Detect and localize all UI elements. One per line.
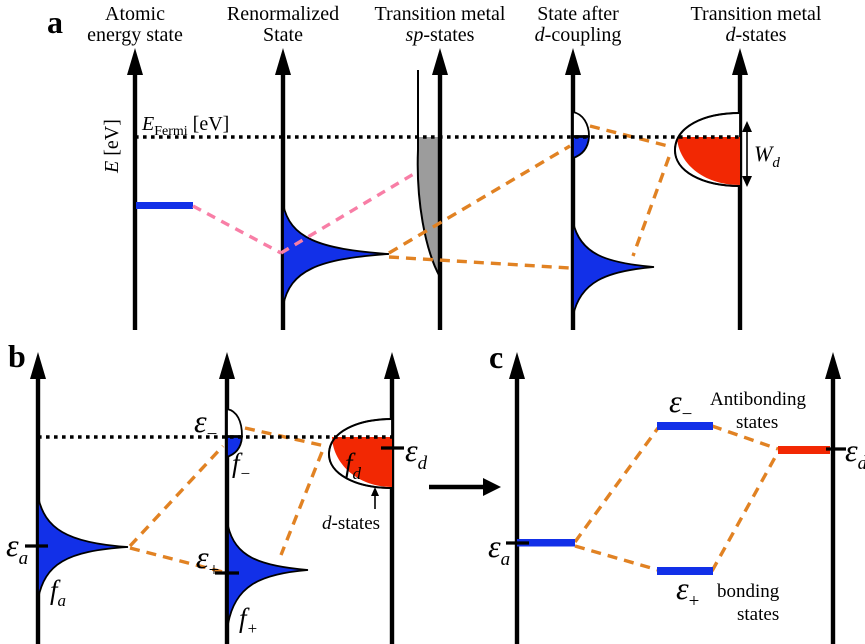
panel-b-axes (30, 352, 400, 644)
eps-a-label-b: εa (6, 527, 28, 569)
panel-c-label: c (489, 339, 503, 375)
renormalized-dos-peak (282, 203, 390, 307)
coupling-line-bonding-to-epsd-c (710, 451, 780, 572)
bonding-dos-peak (572, 221, 655, 317)
axis-d-states-arrowhead (732, 48, 748, 75)
antibonding-level-bar-c (657, 422, 713, 430)
d-band-outline (673, 112, 741, 187)
d-band-filled-b (332, 437, 392, 487)
eps-d-level-bar-c (778, 446, 830, 454)
axis-b-metal-arrowhead (384, 352, 400, 379)
f-minus-label: f− (232, 448, 251, 483)
d-band-width-arrow (742, 121, 752, 187)
bonding-label-line1: bonding (717, 581, 780, 602)
axis-title-dcoupling-line2: d-coupling (535, 24, 622, 46)
panel-a: a Atomic energy state Renormalized State… (47, 3, 822, 330)
axis-title-atomic-line1: Atomic (105, 3, 165, 25)
wd-arrowhead-top (742, 121, 752, 132)
coupling-line-epsa-to-antibonding-c (573, 426, 660, 544)
axis-title-renormalized-line1: Renormalized (227, 3, 339, 25)
panel-c-axes (509, 352, 841, 644)
axis-renormalized-arrowhead (275, 48, 291, 75)
eps-a-label-c: εa (488, 528, 510, 570)
adsorbate-dos-peak (37, 496, 129, 600)
d-states-label: d-states (322, 513, 380, 534)
renormalization-line-2 (280, 170, 418, 255)
axis-b-adsorbate-arrowhead (30, 352, 46, 379)
antibonding-lens-empty (572, 110, 590, 137)
fd-label: fd (345, 448, 362, 483)
axis-title-sp-line1: Transition metal (375, 3, 506, 25)
coupling-line-fa-to-antibonding (128, 444, 225, 548)
panel-a-label: a (47, 4, 63, 40)
panel-b-label: b (8, 338, 26, 374)
f-plus-label: f+ (239, 603, 258, 638)
transition-arrowhead (483, 478, 501, 496)
eps-plus-label-b: ε+ (196, 539, 219, 581)
axis-title-renormalized-line2: State (263, 24, 303, 46)
eps-a-level-bar-c (517, 539, 575, 547)
axis-title-dstates-line2: d-states (725, 24, 786, 46)
wd-label: Wd (754, 141, 780, 171)
fa-label: fa (50, 575, 66, 610)
axis-title-atomic-line2: energy state (87, 24, 183, 46)
eps-d-label-b: εd (405, 432, 428, 474)
antibonding-label-line1: Antibonding (710, 389, 807, 410)
bonding-label-line2: states (737, 604, 779, 625)
eps-minus-label-c: ε− (669, 383, 692, 425)
coupling-line-antibonding-to-epsd-c (711, 424, 779, 451)
energy-axis-label: E [eV] (101, 119, 123, 174)
eps-d-label-c: εd (845, 432, 865, 474)
axis-sp-states-arrowhead (432, 48, 448, 75)
antibonding-lens-empty-b (226, 407, 243, 437)
axis-after-dcoupling-arrowhead (565, 48, 581, 75)
panel-c: c εa ε− Antibonding states ε+ bonding st… (488, 339, 865, 644)
eps-plus-label-c: ε+ (676, 570, 699, 612)
atomic-level-bar (136, 202, 193, 209)
fermi-level-label: EFermi [eV] (141, 113, 229, 139)
axis-title-dcoupling-line1: State after (537, 3, 619, 25)
antibonding-lens-filled (572, 136, 590, 160)
transition-arrow (429, 478, 501, 496)
axis-c-right-arrowhead (825, 352, 841, 379)
axis-title-sp-line2: sp-states (406, 24, 475, 46)
bonding-dos-peak-b (227, 525, 309, 625)
axis-title-dstates-line1: Transition metal (691, 3, 822, 25)
d-states-arrowhead (371, 487, 379, 496)
axis-atomic-arrowhead (127, 48, 143, 75)
d-states-pointer (371, 487, 379, 509)
wd-arrowhead-bottom (742, 176, 752, 187)
eps-minus-label-b: ε− (194, 403, 217, 445)
antibonding-label-line2: states (736, 412, 778, 433)
sp-band-fill (417, 137, 440, 276)
d-band-outline-b (327, 418, 393, 489)
bonding-level-bar-c (657, 567, 713, 575)
axis-c-left-arrowhead (509, 352, 525, 379)
coupling-line-dband-to-bonding (631, 156, 671, 257)
coupling-line-peak-to-antibonding (388, 144, 571, 255)
renormalization-line-1 (192, 204, 282, 255)
antibonding-lens-filled-b (226, 436, 243, 459)
coupling-line-peak-to-bonding (388, 255, 571, 270)
panel-b: b εa fa ε− f− (6, 338, 428, 644)
coupling-line-antibonding-to-dband-b (244, 426, 326, 448)
coupling-line-epsa-to-bonding-c (574, 544, 659, 572)
d-band-filled (677, 137, 740, 185)
axis-b-hybridized-arrowhead (219, 352, 235, 379)
sp-band-outline (416, 70, 441, 278)
coupling-line-dband-to-bonding-b (279, 451, 324, 556)
